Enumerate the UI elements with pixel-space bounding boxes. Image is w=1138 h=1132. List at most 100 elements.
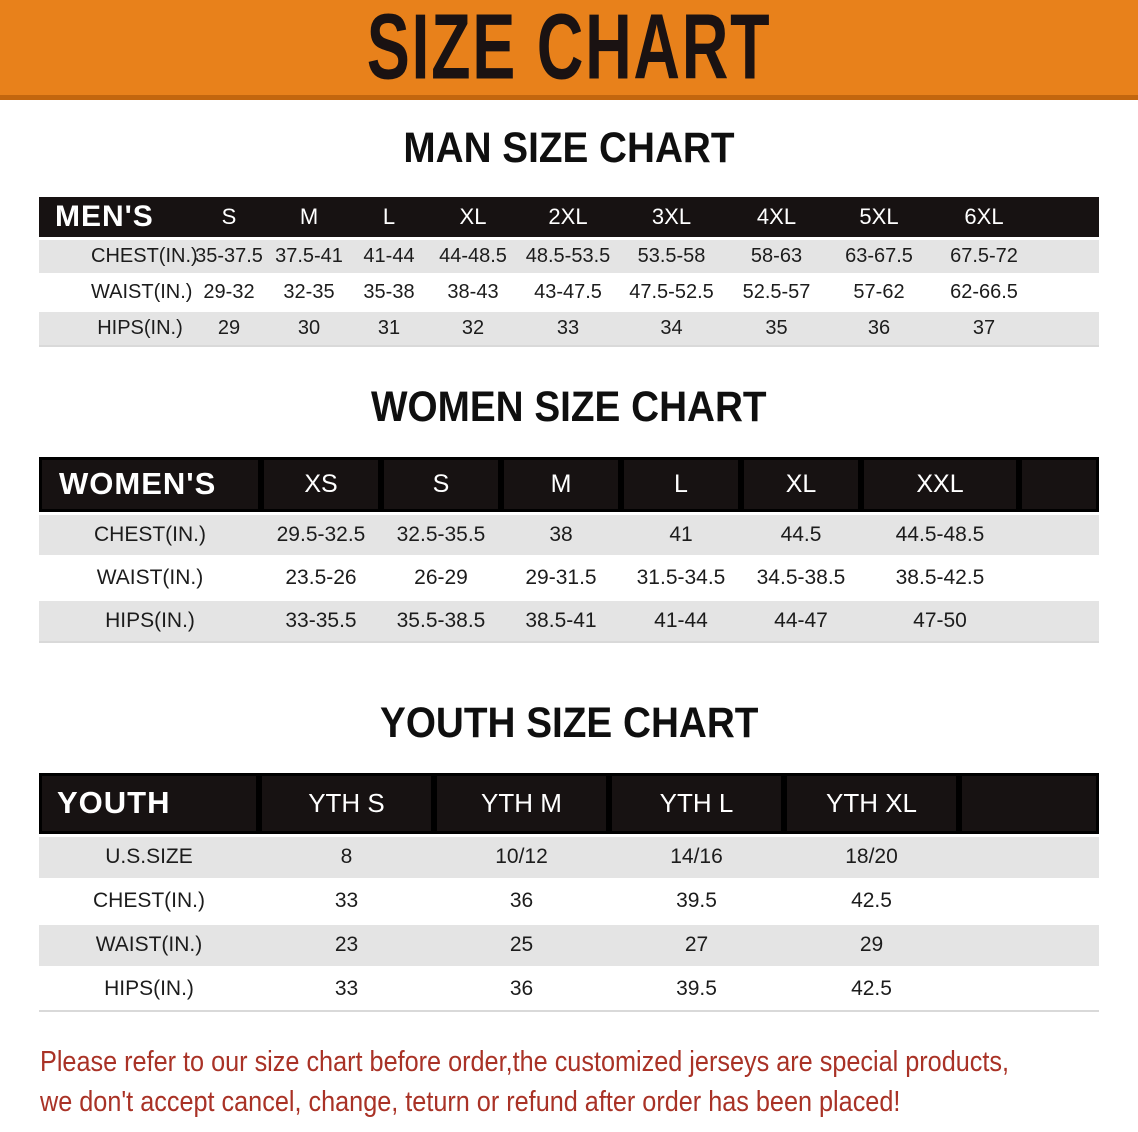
table-cell: 38-43 xyxy=(447,280,499,303)
banner-title: SIZE CHART xyxy=(366,0,772,100)
disclaimer-line-2: we don't accept cancel, change, teturn o… xyxy=(40,1086,901,1118)
table-row: WAIST(IN.) 29-32 32-35 35-38 38-43 43-47.5 47.… xyxy=(39,274,1099,310)
table-cell: 44-47 xyxy=(774,608,828,632)
table-cell: 57-62 xyxy=(853,280,905,303)
table-row: HIPS(IN.) 33-35.5 35.5-38.5 38.5-41 41-44 44-… xyxy=(39,599,1099,642)
column-header: YTH XL xyxy=(784,773,959,835)
table-cell: 38.5-41 xyxy=(525,608,597,632)
row-label: HIPS(IN.) xyxy=(105,608,195,632)
table-cell: 42.5 xyxy=(851,977,892,1001)
table-cell: 31.5-34.5 xyxy=(636,565,726,589)
table-header-row: YOUTH YTH S YTH M YTH L YTH XL xyxy=(39,773,1099,835)
column-header: M xyxy=(269,197,349,238)
table-cell: 25 xyxy=(509,933,534,956)
table-row: CHEST(IN.) 35-37.5 37.5-41 41-44 44-48.5 48.5… xyxy=(39,238,1099,274)
column-header: XL xyxy=(741,457,861,513)
table-cell: 23.5-26 xyxy=(285,565,357,589)
table-cell: 35 xyxy=(765,316,788,339)
table-cell: 44.5 xyxy=(780,522,822,546)
table-header-row: MEN'S S M L XL 2XL 3XL 4XL 5XL 6XL xyxy=(39,197,1099,238)
table-cell: 42.5 xyxy=(851,889,892,912)
column-header: YTH S xyxy=(259,773,434,835)
row-label: U.S.SIZE xyxy=(105,845,193,868)
table-cell: 41-44 xyxy=(654,608,708,632)
table-header-row: WOMEN'S XS S M L XL XXL xyxy=(39,457,1099,513)
table-cell: 8 xyxy=(340,845,353,868)
table-cell: 34 xyxy=(660,316,683,339)
column-header: S xyxy=(381,457,501,513)
column-header: 5XL xyxy=(829,197,929,238)
table-row: CHEST(IN.) 33 36 39.5 42.5 xyxy=(39,879,1099,923)
row-label: CHEST(IN.) xyxy=(93,889,205,912)
table-cell: 47-50 xyxy=(913,608,967,632)
disclaimer-note: Please refer to our size chart before or… xyxy=(40,1042,1138,1122)
table-cell: 32-35 xyxy=(283,280,335,303)
mens-size-table: MEN'S S M L XL 2XL 3XL 4XL 5XL 6XL CHEST(IN.) 35-… xyxy=(39,197,1099,347)
table-cell: 58-63 xyxy=(750,244,803,267)
women-size-chart-heading: WOMEN SIZE CHART xyxy=(0,383,1138,431)
table-cell: 14/16 xyxy=(670,845,723,868)
row-label: CHEST(IN.) xyxy=(91,244,198,267)
table-cell: 44.5-48.5 xyxy=(895,522,985,546)
column-header: YTH M xyxy=(434,773,609,835)
column-header: XXL xyxy=(861,457,1019,513)
table-cell: 52.5-57 xyxy=(742,280,811,303)
table-cell: 35-37.5 xyxy=(195,244,263,267)
table-row: WAIST(IN.) 23.5-26 26-29 29-31.5 31.5-34.5 34… xyxy=(39,556,1099,599)
youth-size-table: YOUTH YTH S YTH M YTH L YTH XL U.S.SIZE 8 10/… xyxy=(39,773,1099,1012)
cell-spacer xyxy=(959,879,1099,923)
table-cell: 53.5-58 xyxy=(637,244,706,267)
table-cell: 29.5-32.5 xyxy=(276,522,366,546)
column-header: L xyxy=(349,197,429,238)
table-cell: 62-66.5 xyxy=(950,280,1018,303)
cell-spacer xyxy=(1019,599,1099,642)
table-cell: 37.5-41 xyxy=(275,244,343,267)
table-cell: 29-32 xyxy=(203,280,255,303)
column-header: XL xyxy=(429,197,517,238)
row-label: WAIST(IN.) xyxy=(91,280,193,303)
column-header: M xyxy=(501,457,621,513)
youth-size-chart-heading: YOUTH SIZE CHART xyxy=(0,699,1138,747)
heading-text: YOUTH SIZE CHART xyxy=(379,699,759,747)
table-cell: 27 xyxy=(684,933,709,956)
table-cell: 33-35.5 xyxy=(285,608,357,632)
table-header-label: MEN'S xyxy=(39,197,189,238)
cell-spacer xyxy=(1039,274,1099,310)
table-row: CHEST(IN.) 29.5-32.5 32.5-35.5 38 41 44.5 44.5… xyxy=(39,513,1099,556)
row-label: WAIST(IN.) xyxy=(96,565,204,589)
heading-text: WOMEN SIZE CHART xyxy=(371,383,767,431)
table-cell: 38.5-42.5 xyxy=(895,565,985,589)
table-cell: 44-48.5 xyxy=(439,244,507,267)
cell-spacer xyxy=(959,835,1099,879)
table-cell: 67.5-72 xyxy=(950,244,1018,267)
table-header-label: WOMEN'S xyxy=(39,457,261,513)
table-cell: 33 xyxy=(334,977,359,1001)
table-cell: 36 xyxy=(509,977,534,1001)
row-label: HIPS(IN.) xyxy=(104,977,194,1001)
table-cell: 33 xyxy=(334,889,359,912)
heading-text: MAN SIZE CHART xyxy=(403,124,735,172)
table-cell: 32 xyxy=(461,316,485,339)
header-spacer xyxy=(1019,457,1099,513)
column-header: L xyxy=(621,457,741,513)
cell-spacer xyxy=(1039,238,1099,274)
table-header-label: YOUTH xyxy=(39,773,259,835)
column-header: 2XL xyxy=(517,197,619,238)
table-cell: 30 xyxy=(297,316,321,339)
table-row: WAIST(IN.) 23 25 27 29 xyxy=(39,923,1099,967)
cell-spacer xyxy=(1039,310,1099,346)
cell-spacer xyxy=(959,967,1099,1011)
size-chart-banner: SIZE CHART xyxy=(0,0,1138,100)
table-cell: 18/20 xyxy=(845,845,898,868)
cell-spacer xyxy=(1019,556,1099,599)
table-cell: 36 xyxy=(867,316,891,339)
table-cell: 35.5-38.5 xyxy=(396,608,486,632)
column-header: XS xyxy=(261,457,381,513)
table-cell: 63-67.5 xyxy=(845,244,913,267)
column-header: S xyxy=(189,197,269,238)
table-cell: 48.5-53.5 xyxy=(525,244,611,267)
table-row: HIPS(IN.) 29 30 31 32 33 34 35 36 37 xyxy=(39,310,1099,346)
table-cell: 10/12 xyxy=(495,845,548,868)
row-label: CHEST(IN.) xyxy=(94,522,206,546)
column-header: 4XL xyxy=(724,197,829,238)
